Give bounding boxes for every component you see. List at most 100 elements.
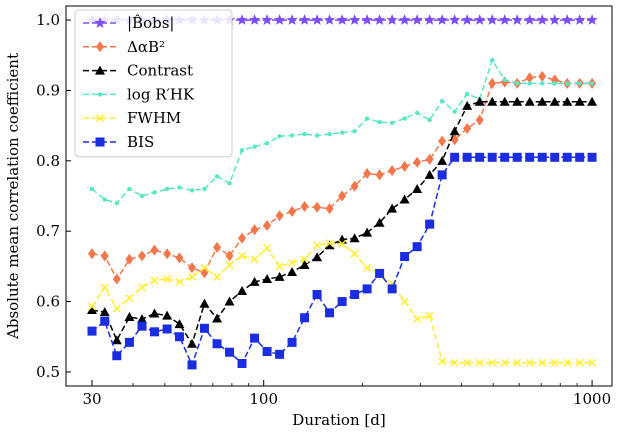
data-point [288, 205, 297, 217]
data-point [425, 311, 434, 320]
data-point [88, 248, 97, 260]
data-point [452, 109, 457, 114]
legend-entry: log R′HK [83, 85, 195, 103]
data-point [348, 14, 361, 25]
data-point [363, 167, 372, 179]
data-point [362, 227, 373, 237]
data-point [262, 347, 272, 357]
data-point [389, 120, 395, 126]
data-point [163, 275, 172, 284]
data-point [313, 241, 322, 250]
data-point [413, 156, 422, 168]
data-point [461, 14, 473, 25]
data-point [313, 201, 322, 213]
data-point [464, 91, 470, 97]
data-point [587, 96, 598, 106]
data-point [574, 14, 586, 25]
data-point [312, 290, 322, 300]
legend-label: |B̂obs| [127, 14, 174, 32]
data-point [188, 272, 197, 281]
data-point [286, 14, 298, 25]
data-point [475, 358, 484, 367]
data-point [99, 307, 110, 317]
data-point [512, 96, 523, 106]
data-point [323, 14, 336, 25]
data-point [425, 153, 434, 165]
data-point [538, 70, 547, 82]
data-point [350, 290, 360, 300]
data-point [152, 190, 157, 195]
data-point [565, 81, 570, 86]
series-layer [86, 14, 598, 370]
data-point [174, 319, 185, 329]
data-point [500, 358, 509, 367]
data-point [487, 152, 497, 162]
data-point [575, 358, 584, 367]
data-point [463, 358, 472, 367]
data-point [149, 308, 160, 318]
data-point [450, 152, 460, 162]
data-point [361, 14, 373, 25]
data-point [487, 96, 498, 106]
data-point [150, 327, 159, 337]
data-point [249, 276, 260, 286]
data-point [114, 200, 120, 206]
data-point [224, 296, 235, 306]
data-point [164, 186, 170, 192]
data-point [124, 312, 135, 322]
data-point [239, 148, 245, 153]
data-point [325, 203, 334, 215]
data-point [425, 219, 435, 229]
data-point [524, 14, 536, 25]
data-point [300, 201, 309, 213]
legend-entry: Contrast [83, 62, 193, 80]
data-point [336, 14, 348, 25]
data-point [552, 81, 557, 86]
data-point [188, 262, 197, 274]
y-tick-label: 1.0 [36, 11, 60, 29]
data-point [350, 180, 359, 192]
data-point [474, 96, 485, 106]
data-point [524, 96, 535, 106]
data-point [225, 260, 234, 269]
data-point [275, 262, 284, 271]
legend-label: Contrast [127, 62, 193, 80]
data-point [437, 155, 448, 165]
data-point [486, 14, 498, 25]
data-point [500, 152, 510, 162]
data-point [423, 14, 436, 25]
data-point [187, 360, 197, 370]
data-point [525, 72, 534, 84]
data-point [102, 197, 107, 202]
data-point [264, 141, 270, 146]
y-tick-label: 0.8 [36, 152, 60, 170]
data-point [363, 263, 372, 272]
data-point [473, 14, 486, 25]
legend-label: BIS [127, 133, 154, 151]
data-point [137, 283, 147, 292]
data-point [288, 258, 297, 267]
legend-label: log R′HK [127, 85, 195, 103]
data-point [448, 14, 461, 25]
data-point [287, 267, 298, 276]
data-point [250, 333, 260, 343]
data-point [488, 77, 497, 89]
series-6 [87, 152, 597, 370]
data-point [462, 100, 473, 110]
series-4 [87, 96, 598, 348]
legend-marker [94, 17, 106, 28]
data-point [562, 96, 573, 106]
data-point [438, 357, 447, 366]
data-point [537, 96, 548, 106]
data-point [475, 152, 485, 162]
data-point [375, 268, 385, 278]
data-point [589, 81, 595, 86]
plot-frame [65, 5, 613, 387]
data-point [402, 116, 407, 121]
data-point [439, 98, 445, 104]
data-point [412, 242, 422, 252]
x-tick-label: 100 [249, 390, 278, 408]
data-point [100, 250, 109, 262]
data-point [540, 81, 545, 86]
data-point [373, 14, 386, 25]
